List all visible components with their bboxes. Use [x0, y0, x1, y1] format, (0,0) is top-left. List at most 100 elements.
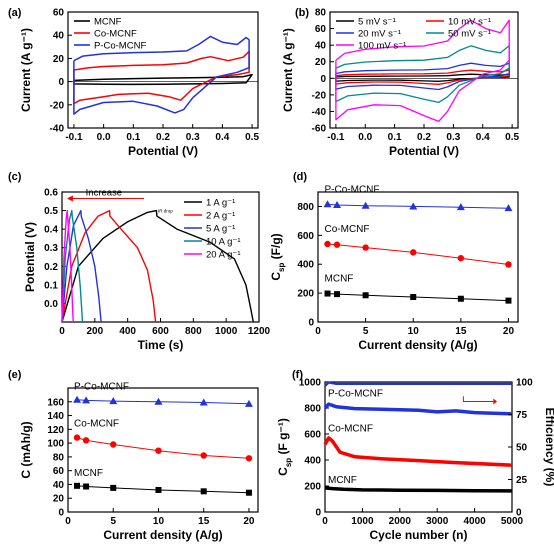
y-tick-label: -40: [50, 124, 65, 135]
x-axis-label: Time (s): [138, 338, 184, 352]
series-MCNF: [73, 73, 253, 86]
legend-label: 100 mV s⁻¹: [358, 41, 406, 52]
series-label: P-Co-MCNF: [325, 184, 380, 195]
data-point-circle: [410, 249, 417, 256]
data-point-circle: [457, 254, 465, 262]
y-tick-label: 20: [53, 54, 65, 65]
legend-label: 20 A g⁻¹: [206, 250, 241, 261]
x-tick-label: 400: [119, 326, 136, 337]
data-point-triangle: [154, 397, 163, 405]
series-10 mV s⁻¹: [335, 69, 510, 85]
data-point-circle: [73, 434, 81, 441]
panel-1: (b) -0.1 0.0 0.1 0.2 0.3 0.4 0.5 -60 -40 -20 0 20 40 6…: [281, 7, 520, 158]
y-tick-label: 0.5: [44, 206, 58, 217]
legend-label: 5 mV s⁻¹: [358, 17, 396, 28]
series-label: P-Co-MCNF: [74, 382, 129, 393]
x-tick-label: 0.4: [215, 132, 229, 143]
x-tick-label: 20: [243, 516, 255, 527]
y-tick-label: 60: [53, 466, 65, 477]
y-tick-label: 80: [315, 8, 327, 19]
y2-tick-label: 50: [516, 443, 528, 454]
data-point-square: [324, 290, 331, 297]
series-2 A g⁻¹: [61, 209, 157, 323]
series-label: Co-MCNF: [325, 224, 370, 235]
legend-label: Co-MCNF: [94, 29, 137, 40]
series-10 A g⁻¹: [61, 209, 84, 323]
legend-label: P-Co-MCNF: [94, 41, 146, 52]
y-tick-label: 0.4: [44, 225, 58, 236]
y-tick-label: 0: [308, 318, 314, 329]
y-axis-label-sub: sp: [284, 458, 293, 467]
data-point-square: [457, 295, 464, 302]
series-label: Co-MCNF: [328, 423, 373, 434]
y-tick-label: 0: [315, 508, 321, 519]
x-axis-label: Potential (V): [389, 144, 459, 158]
x-tick-label: -0.1: [65, 132, 83, 143]
x-tick-label: 0.5: [505, 132, 519, 143]
y-tick-label: 160: [47, 397, 64, 408]
data-point-square: [155, 486, 162, 493]
series-50 mV s⁻¹: [335, 45, 510, 104]
data-point-triangle: [323, 200, 332, 208]
data-point-square: [362, 292, 369, 299]
y-tick-label: 600: [297, 231, 314, 242]
x-tick-label: 10: [153, 516, 165, 527]
x-tick-label: -0.1: [327, 132, 345, 143]
x-tick-label: 4000: [463, 516, 486, 527]
data-point-circle: [333, 241, 341, 248]
y-tick-label: 400: [297, 260, 314, 271]
x-tick-label: 0.4: [476, 132, 490, 143]
x-tick-label: 5: [363, 326, 369, 337]
x-tick-label: 0.2: [156, 132, 170, 143]
y-tick-label: 80: [53, 452, 65, 463]
y-axis-label: C (mAh/g): [19, 421, 33, 478]
increase-arrow-head: [66, 195, 73, 202]
series-MCNF: [324, 486, 513, 493]
x-tick-label: 0: [315, 326, 321, 337]
series-20 A g⁻¹: [61, 209, 74, 323]
x-tick-label: 0.1: [126, 132, 140, 143]
x-axis-label: Current density (A/g): [358, 338, 477, 352]
y-axis-label-main: C: [269, 272, 283, 281]
data-point-triangle: [73, 395, 82, 403]
x-tick-label: 0.0: [97, 132, 111, 143]
x-tick-label: 0.1: [388, 132, 402, 143]
series-Co-MCNF: [323, 436, 513, 467]
x-tick-label: 0: [65, 516, 71, 527]
data-point-triangle: [244, 399, 253, 407]
x-tick-label: 200: [86, 326, 103, 337]
x-axis-label: Cycle number (n): [369, 528, 467, 542]
axis-pointer-arrow-head: [493, 398, 498, 405]
data-point-circle: [505, 261, 512, 268]
y-tick-label: 20: [315, 57, 327, 68]
x-tick-label: 0.3: [446, 132, 460, 143]
data-point-circle: [362, 244, 369, 251]
y-tick-label: 0.6: [44, 188, 58, 199]
fit-line-P-Co-MCNF: [76, 399, 250, 405]
y-tick-label: 140: [47, 411, 64, 422]
y-tick-label: 800: [297, 202, 314, 213]
panel-4: (e)0 5 10 15 20020406080100120140160Current …: [8, 369, 259, 542]
series-5 A g⁻¹: [61, 209, 102, 323]
y-tick-label: 800: [304, 404, 321, 415]
legend-label: 50 mV s⁻¹: [448, 29, 491, 40]
legend-label: 1 A g⁻¹: [206, 198, 235, 209]
y-tick-label: 200: [297, 289, 314, 300]
data-point-triangle: [504, 204, 513, 212]
x-axis-label: Potential (V): [128, 144, 198, 158]
data-point-circle: [324, 240, 331, 248]
panel-2: (c) 0 200 400 600 800 1000 1200 0.0 0.1 0.2 0.3 0.4 0…: [8, 171, 271, 352]
x-tick-label: 0.3: [186, 132, 200, 143]
data-point-triangle: [409, 202, 418, 210]
data-point-circle: [82, 437, 90, 444]
data-point-circle: [155, 447, 162, 454]
legend-label: 5 A g⁻¹: [206, 224, 235, 235]
y-tick-label: 0.3: [44, 243, 58, 254]
y-tick-label: -40: [312, 107, 327, 118]
x-tick-label: 5: [110, 516, 116, 527]
fit-line-Co-MCNF: [76, 437, 250, 459]
y-tick-label: 40: [315, 41, 327, 52]
y-tick-label: 40: [53, 480, 65, 491]
panel-label: (b): [295, 7, 309, 19]
x-tick-label: 15: [455, 326, 467, 337]
